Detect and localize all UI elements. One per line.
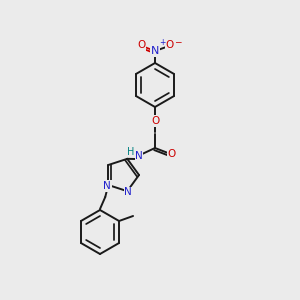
Text: N: N: [124, 187, 132, 197]
Text: −: −: [174, 38, 182, 46]
Text: O: O: [151, 116, 159, 126]
Text: O: O: [166, 40, 174, 50]
Text: +: +: [159, 38, 165, 47]
Text: N: N: [151, 46, 159, 56]
Text: O: O: [168, 149, 176, 159]
Text: O: O: [137, 40, 145, 50]
Text: N: N: [103, 181, 111, 191]
Text: N: N: [135, 151, 143, 161]
Text: H: H: [127, 147, 135, 157]
